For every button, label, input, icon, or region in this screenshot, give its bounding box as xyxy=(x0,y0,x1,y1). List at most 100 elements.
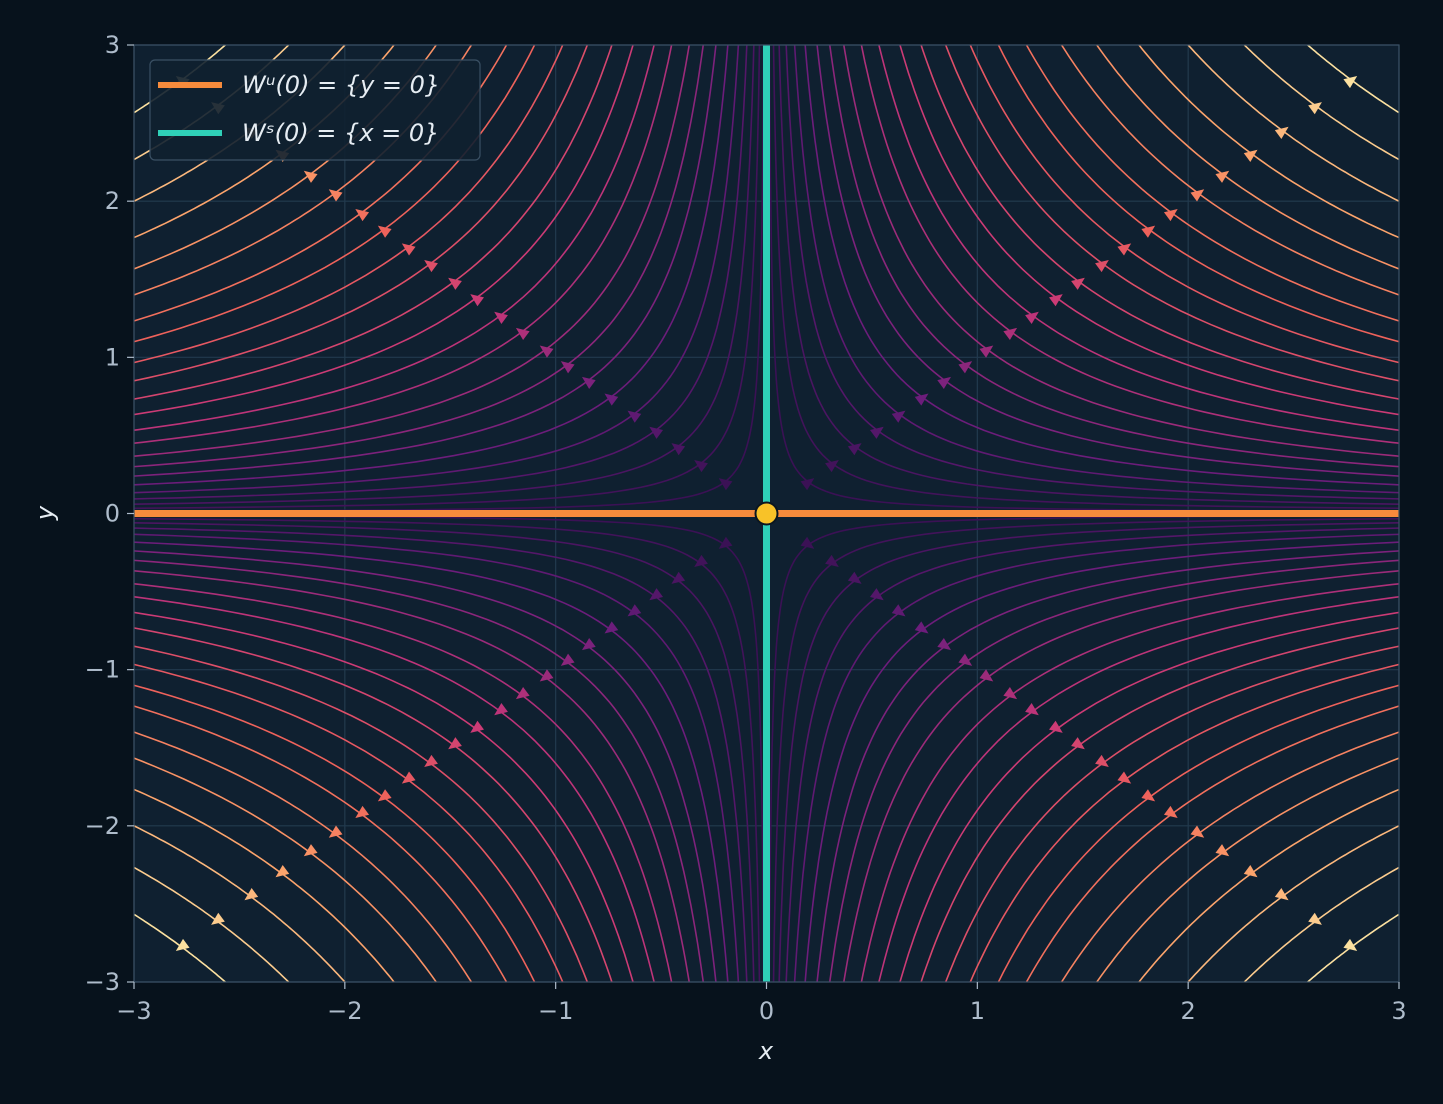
stream-arrow xyxy=(494,311,508,324)
stream-arrow xyxy=(1049,294,1063,307)
stream-arrow xyxy=(424,259,438,273)
stream-arrow xyxy=(847,571,862,584)
stream-arrow xyxy=(1163,805,1178,819)
y-tick-label: 3 xyxy=(105,31,120,59)
stream-arrow xyxy=(671,571,686,584)
stream-arrow xyxy=(718,536,733,549)
stream-arrow xyxy=(671,443,686,456)
equilibrium-point xyxy=(754,501,779,526)
x-tick-label: 1 xyxy=(970,997,985,1025)
stream-arrow xyxy=(539,345,554,358)
stream-arrow xyxy=(825,554,839,568)
x-tick-label: −1 xyxy=(538,997,573,1025)
stream-arrow xyxy=(937,638,952,651)
stream-arrow xyxy=(515,327,530,341)
stream-arrow xyxy=(401,771,416,784)
stream-arrow xyxy=(1215,844,1230,857)
stream-arrow xyxy=(694,554,708,568)
stream-arrow xyxy=(560,653,575,666)
stream-arrow xyxy=(470,720,484,733)
stream-arrow xyxy=(1141,789,1156,802)
stream-arrow xyxy=(1274,126,1289,139)
stream-arrow xyxy=(869,588,884,601)
stream-arrow xyxy=(175,938,190,952)
stream-arrow xyxy=(1343,75,1358,89)
x-tick-label: 3 xyxy=(1391,997,1406,1025)
y-tick-label: 1 xyxy=(105,343,120,371)
stream-arrow xyxy=(1243,149,1258,162)
stream-arrow xyxy=(1215,170,1230,183)
legend-label: Wˢ(0) = {x = 0} xyxy=(242,119,439,147)
stream-arrow xyxy=(627,604,642,617)
stream-arrow xyxy=(914,393,929,406)
stream-arrow xyxy=(649,426,664,439)
stream-arrow xyxy=(869,426,884,439)
stream-arrow xyxy=(891,604,906,617)
stream-arrow xyxy=(560,361,575,374)
y-tick-label: −3 xyxy=(85,968,120,996)
stream-arrow xyxy=(470,294,484,307)
stream-arrow xyxy=(1025,703,1039,716)
stream-arrow xyxy=(847,443,862,456)
stream-arrow xyxy=(244,888,259,901)
stream-arrow xyxy=(448,277,462,290)
stream-arrow xyxy=(694,459,708,473)
legend-label: Wᵘ(0) = {y = 0} xyxy=(242,71,440,99)
stream-arrow xyxy=(515,686,530,700)
stream-arrow xyxy=(914,621,929,634)
stream-arrow xyxy=(1163,208,1178,222)
stream-arrow xyxy=(825,459,839,473)
stream-arrow xyxy=(604,621,619,634)
stream-arrow xyxy=(448,737,462,750)
stream-arrow xyxy=(958,653,973,666)
stream-arrow xyxy=(328,189,343,202)
stream-arrow xyxy=(275,865,290,878)
stream-arrow xyxy=(1274,888,1289,901)
stream-arrow xyxy=(581,376,596,389)
stream-arrow xyxy=(1141,225,1156,238)
stream-arrow xyxy=(377,225,392,238)
stream-arrow xyxy=(718,478,733,491)
y-tick-label: 0 xyxy=(105,500,120,528)
stream-arrow xyxy=(303,170,318,183)
x-tick-label: 0 xyxy=(759,997,774,1025)
stream-arrow xyxy=(1343,938,1358,952)
stream-arrow xyxy=(937,376,952,389)
stream-arrow xyxy=(800,478,815,491)
stream-arrow xyxy=(539,669,554,682)
stream-arrow xyxy=(355,208,370,222)
x-tick-label: 2 xyxy=(1181,997,1196,1025)
stream-arrow xyxy=(891,410,906,423)
x-axis-label: x xyxy=(758,1037,774,1065)
x-tick-label: −3 xyxy=(116,997,151,1025)
stream-arrow xyxy=(581,638,596,651)
stream-arrow xyxy=(1243,865,1258,878)
stream-arrow xyxy=(328,825,343,838)
y-tick-label: −1 xyxy=(85,656,120,684)
x-tick-label: −2 xyxy=(327,997,362,1025)
stream-arrow xyxy=(1117,243,1132,256)
stream-arrow xyxy=(627,410,642,423)
stream-arrow xyxy=(303,844,318,857)
legend-box xyxy=(149,59,481,161)
stream-arrow xyxy=(1095,754,1109,768)
stream-arrow xyxy=(1003,686,1018,700)
stream-arrow xyxy=(424,754,438,768)
stream-arrow xyxy=(958,361,973,374)
stream-arrow xyxy=(211,912,225,925)
stream-arrow xyxy=(979,669,994,682)
stream-arrow xyxy=(800,536,815,549)
stream-arrow xyxy=(649,588,664,601)
stream-arrow xyxy=(1095,259,1109,273)
stream-arrow xyxy=(1308,912,1322,925)
stream-arrow xyxy=(1190,189,1205,202)
stream-arrow xyxy=(1308,102,1322,115)
stream-arrow xyxy=(355,805,370,819)
y-tick-label: 2 xyxy=(105,187,120,215)
stream-arrow xyxy=(1071,737,1085,750)
stream-arrow xyxy=(1071,277,1085,290)
stream-arrow xyxy=(1117,771,1132,784)
stream-arrow xyxy=(979,345,994,358)
y-axis-label: y xyxy=(31,505,59,521)
